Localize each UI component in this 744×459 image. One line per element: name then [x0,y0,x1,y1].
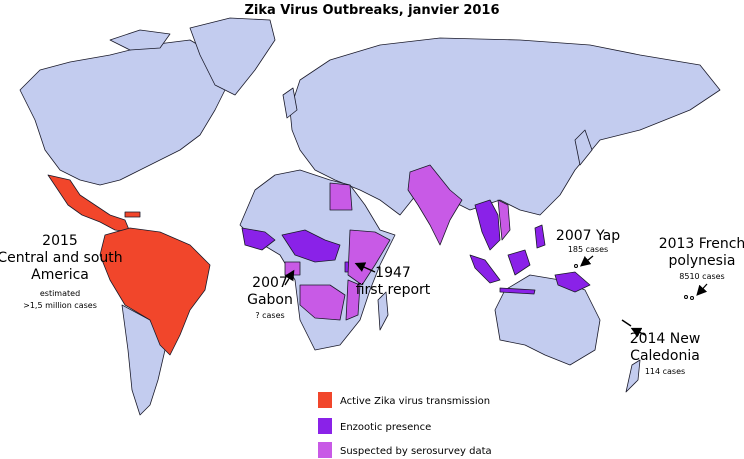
legend-swatch [318,418,332,434]
annotation-line: Caledonia [630,348,700,364]
island [621,319,632,327]
eurasia [289,37,721,216]
caribbean [124,211,141,218]
north-america [19,39,231,186]
annotation-line: Central and south [0,250,123,266]
annotation-line: 2007 Yap [556,228,620,244]
philippines [534,224,546,249]
annotation-line: Gabon [247,292,293,308]
annotation-line: 2015 [42,233,78,249]
annotations: 2015 Central and south America estimated… [0,228,744,376]
arrow [284,269,295,286]
sumatra [469,254,501,284]
new-guinea [554,271,591,293]
annotation-line: 2014 New [630,331,701,347]
arrow [630,327,646,338]
annotation-note: 185 cases [568,245,608,254]
egypt [329,182,353,211]
java [499,287,536,295]
annotation-line: 2007 [252,275,288,291]
greenland [189,17,276,96]
legend-label: Active Zika virus transmission [340,396,490,407]
uk [282,87,298,119]
legend-label: Enzootic presence [340,422,431,433]
regions [47,164,591,356]
south-america [99,227,211,356]
australia [494,274,601,366]
annotation-note: 8510 cases [679,272,724,281]
annotation-note: >1,5 million cases [23,301,97,310]
annotation-line: polynesia [669,253,736,269]
arrow [696,283,708,296]
annotation-line: first report [356,282,431,298]
annotation-note: estimated [40,289,80,298]
new-zealand [625,359,641,393]
annotation-line: America [31,267,89,283]
island [684,295,688,299]
arrow [579,255,594,267]
map-title: Zika Virus Outbreaks, janvier 2016 [244,3,499,18]
legend-swatch [318,392,332,408]
annotation-line: 2013 French [659,236,744,252]
borneo [507,249,531,276]
southern-africa [299,284,346,321]
arctic-islands [109,29,171,51]
mozambique [345,279,361,321]
annotation-note: ? cases [255,311,284,320]
madagascar [377,291,389,331]
island [690,296,694,300]
japan [574,129,593,166]
vietnam [497,199,511,241]
southeast-asia [474,199,501,251]
central-africa [281,229,341,263]
mexico-central-america [47,174,131,233]
island [574,264,578,268]
pakistan-india [407,164,463,246]
legend-swatch [318,442,332,458]
legend: Active Zika virus transmission Enzootic p… [318,392,492,458]
arrow [354,262,376,273]
annotation-line: 1947 [375,265,411,281]
legend-label: Suspected by serosurvey data [340,446,492,457]
annotation-note: 114 cases [645,367,685,376]
west-africa [241,227,276,251]
